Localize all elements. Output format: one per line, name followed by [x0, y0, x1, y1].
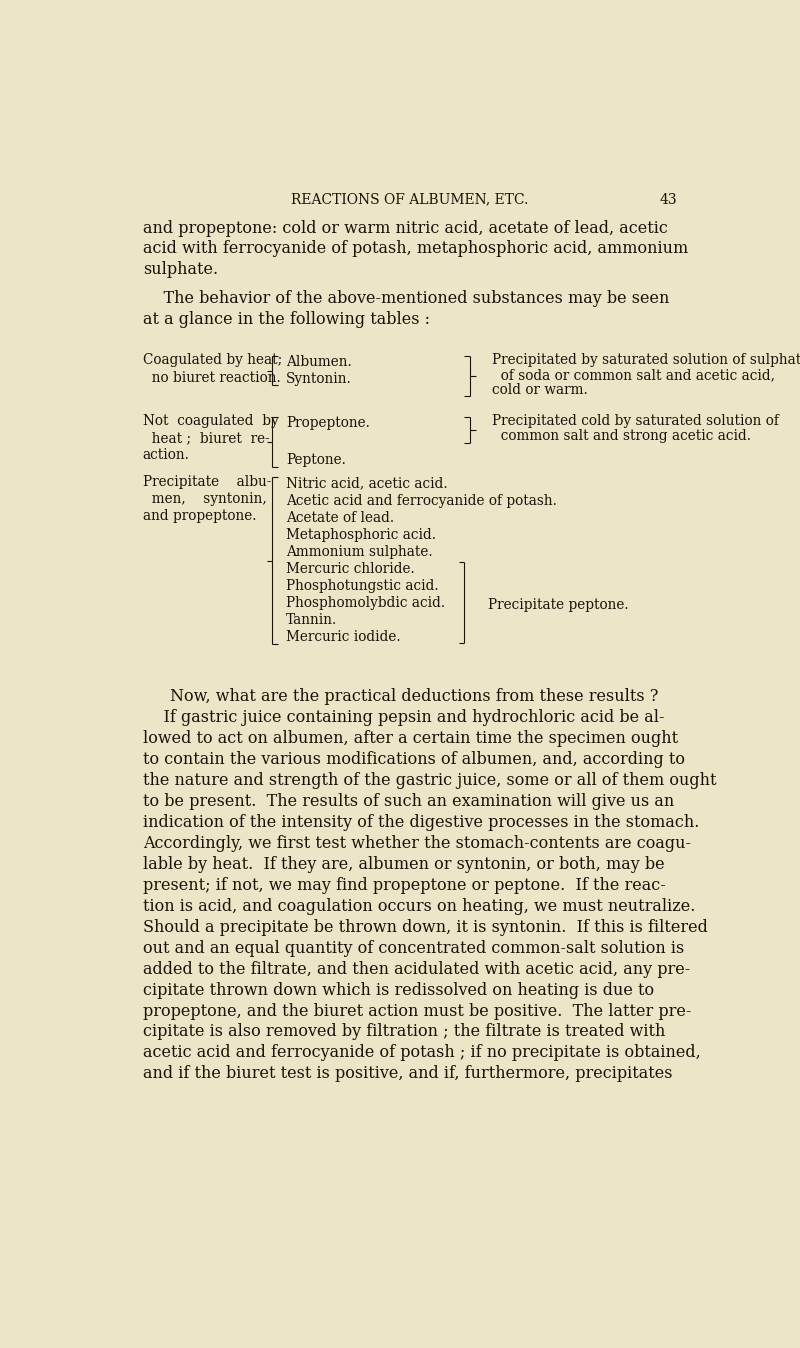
Text: Accordingly, we first test whether the stomach-contents are coagu-: Accordingly, we first test whether the s…	[142, 834, 690, 852]
Text: Precipitate peptone.: Precipitate peptone.	[488, 597, 629, 612]
Text: sulphate.: sulphate.	[142, 262, 218, 279]
Text: lable by heat.  If they are, albumen or syntonin, or both, may be: lable by heat. If they are, albumen or s…	[142, 856, 664, 874]
Text: Ammonium sulphate.: Ammonium sulphate.	[286, 545, 433, 559]
Text: Should a precipitate be thrown down, it is syntonin.  If this is filtered: Should a precipitate be thrown down, it …	[142, 919, 707, 936]
Text: out and an equal quantity of concentrated common-salt solution is: out and an equal quantity of concentrate…	[142, 940, 684, 957]
Text: Precipitated by saturated solution of sulphate: Precipitated by saturated solution of su…	[492, 353, 800, 368]
Text: Mercuric iodide.: Mercuric iodide.	[286, 631, 401, 644]
Text: Tannin.: Tannin.	[286, 613, 338, 627]
Text: Peptone.: Peptone.	[286, 453, 346, 468]
Text: cipitate is also removed by filtration ; the filtrate is treated with: cipitate is also removed by filtration ;…	[142, 1023, 665, 1041]
Text: to be present.  The results of such an examination will give us an: to be present. The results of such an ex…	[142, 793, 674, 810]
Text: tion is acid, and coagulation occurs on heating, we must neutralize.: tion is acid, and coagulation occurs on …	[142, 898, 695, 915]
Text: and propeptone.: and propeptone.	[142, 510, 256, 523]
Text: Propeptone.: Propeptone.	[286, 415, 370, 430]
Text: present; if not, we may find propeptone or peptone.  If the reac-: present; if not, we may find propeptone …	[142, 876, 666, 894]
Text: of soda or common salt and acetic acid,: of soda or common salt and acetic acid,	[492, 368, 775, 383]
Text: men,    syntonin,: men, syntonin,	[142, 492, 266, 506]
Text: common salt and strong acetic acid.: common salt and strong acetic acid.	[492, 429, 751, 443]
Text: cold or warm.: cold or warm.	[492, 383, 588, 398]
Text: and if the biuret test is positive, and if, furthermore, precipitates: and if the biuret test is positive, and …	[142, 1065, 672, 1082]
Text: Now, what are the practical deductions from these results ?: Now, what are the practical deductions f…	[170, 689, 658, 705]
Text: Coagulated by heat;: Coagulated by heat;	[142, 353, 282, 368]
Text: Syntonin.: Syntonin.	[286, 372, 352, 386]
Text: lowed to act on albumen, after a certain time the specimen ought: lowed to act on albumen, after a certain…	[142, 731, 678, 747]
Text: Precipitated cold by saturated solution of: Precipitated cold by saturated solution …	[492, 414, 779, 429]
Text: Metaphosphoric acid.: Metaphosphoric acid.	[286, 528, 436, 542]
Text: at a glance in the following tables :: at a glance in the following tables :	[142, 311, 430, 328]
Text: cipitate thrown down which is redissolved on heating is due to: cipitate thrown down which is redissolve…	[142, 981, 654, 999]
Text: 43: 43	[660, 193, 678, 206]
Text: the nature and strength of the gastric juice, some or all of them ought: the nature and strength of the gastric j…	[142, 772, 716, 789]
Text: Not  coagulated  by: Not coagulated by	[142, 414, 278, 429]
Text: added to the filtrate, and then acidulated with acetic acid, any pre-: added to the filtrate, and then acidulat…	[142, 961, 690, 977]
Text: acid with ferrocyanide of potash, metaphosphoric acid, ammonium: acid with ferrocyanide of potash, metaph…	[142, 240, 688, 257]
Text: Acetate of lead.: Acetate of lead.	[286, 511, 394, 524]
Text: Acetic acid and ferrocyanide of potash.: Acetic acid and ferrocyanide of potash.	[286, 493, 557, 508]
Text: REACTIONS OF ALBUMEN, ETC.: REACTIONS OF ALBUMEN, ETC.	[291, 193, 529, 206]
Text: The behavior of the above-mentioned substances may be seen: The behavior of the above-mentioned subs…	[142, 290, 669, 307]
Text: action.: action.	[142, 449, 190, 462]
Text: If gastric juice containing pepsin and hydrochloric acid be al-: If gastric juice containing pepsin and h…	[142, 709, 664, 727]
Text: Albumen.: Albumen.	[286, 355, 352, 369]
Text: acetic acid and ferrocyanide of potash ; if no precipitate is obtained,: acetic acid and ferrocyanide of potash ;…	[142, 1045, 700, 1061]
Text: heat ;  biuret  re-: heat ; biuret re-	[142, 431, 270, 445]
Text: propeptone, and the biuret action must be positive.  The latter pre-: propeptone, and the biuret action must b…	[142, 1003, 691, 1019]
Text: Precipitate    albu-: Precipitate albu-	[142, 474, 271, 489]
Text: and propeptone: cold or warm nitric acid, acetate of lead, acetic: and propeptone: cold or warm nitric acid…	[142, 220, 667, 236]
Text: no biuret reaction.: no biuret reaction.	[142, 371, 280, 384]
Text: to contain the various modifications of albumen, and, according to: to contain the various modifications of …	[142, 751, 685, 768]
Text: Phosphotungstic acid.: Phosphotungstic acid.	[286, 580, 438, 593]
Text: Nitric acid, acetic acid.: Nitric acid, acetic acid.	[286, 477, 448, 491]
Text: Mercuric chloride.: Mercuric chloride.	[286, 562, 414, 576]
Text: Phosphomolybdic acid.: Phosphomolybdic acid.	[286, 596, 445, 611]
Text: indication of the intensity of the digestive processes in the stomach.: indication of the intensity of the diges…	[142, 814, 699, 830]
